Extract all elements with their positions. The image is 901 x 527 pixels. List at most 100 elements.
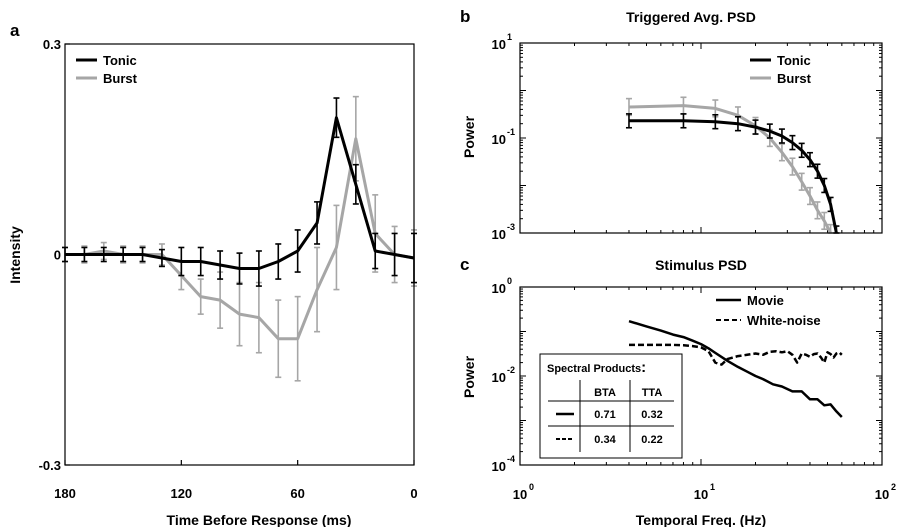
legend-label-tonic: Tonic (103, 53, 137, 68)
error-bar-burst (789, 157, 796, 176)
error-bar-tonic (120, 246, 127, 263)
error-bar-tonic (197, 246, 204, 277)
series-tonic (625, 113, 840, 234)
series-burst (625, 96, 834, 234)
error-bar-tonic (217, 250, 224, 280)
inset-title: Spectral Products: (547, 359, 646, 376)
y-tick-exponent: -3 (507, 222, 515, 232)
legend-label-white-noise: White-noise (747, 313, 821, 328)
y-tick-exponent: -2 (507, 365, 515, 375)
error-bar-burst (806, 186, 813, 206)
error-bar-tonic (275, 243, 282, 280)
error-bar-tonic (806, 151, 813, 168)
error-bar-burst (778, 143, 785, 162)
panel-b-legend: Tonic Burst (750, 53, 812, 86)
inset-col-header-tta: TTA (642, 387, 663, 399)
panel-c-title: Stimulus PSD (655, 257, 747, 273)
spectral-products-table: Spectral Products: BTA TTA 0.71 0.32 0.3… (539, 353, 683, 459)
y-tick-label: 10 (492, 281, 506, 296)
y-tick-label: 0.3 (43, 37, 61, 52)
y-tick-label: 10 (492, 37, 506, 52)
x-tick-label: 10 (513, 487, 527, 502)
x-tick-exponent: 1 (710, 482, 715, 492)
x-tick-label: 60 (290, 486, 304, 501)
panel-c-xlabel: Temporal Freq. (Hz) (636, 512, 766, 527)
x-tick-exponent: 2 (891, 482, 896, 492)
panel-b-letter: b (460, 7, 470, 26)
panel-a-ylabel: Intensity (7, 226, 23, 284)
error-bar-burst (814, 201, 821, 220)
error-bar-tonic (766, 123, 773, 139)
error-bar-burst (314, 246, 321, 333)
error-bar-tonic (314, 201, 321, 245)
inset-col-header-bta: BTA (594, 387, 616, 399)
error-bar-tonic (294, 229, 301, 273)
panel-c: c Stimulus PSD Power Temporal Freq. (Hz)… (460, 255, 896, 527)
error-bar-tonic (372, 232, 379, 270)
error-bar-tonic (391, 232, 398, 277)
panel-b-title: Triggered Avg. PSD (626, 9, 756, 25)
y-tick-label: 10 (492, 459, 506, 474)
panel-a-xlabel: Time Before Response (ms) (167, 512, 352, 527)
legend-label-tonic: Tonic (777, 53, 811, 68)
series-tonic (62, 97, 417, 287)
error-bar-tonic (752, 119, 759, 135)
legend-label-burst: Burst (777, 71, 812, 86)
x-tick-label: 10 (694, 487, 708, 502)
series-white-noise (629, 343, 843, 366)
y-tick-label: 10 (492, 370, 506, 385)
error-bar-burst (333, 204, 340, 291)
error-bar-tonic (333, 97, 340, 139)
x-tick-label: 180 (54, 486, 76, 501)
y-tick-label: 10 (492, 227, 506, 242)
inset-cell: 0.34 (594, 434, 616, 446)
y-tick-label: 0 (54, 248, 61, 263)
error-bar-tonic (625, 113, 632, 129)
panel-c-axes-box (519, 286, 883, 466)
error-bar-tonic (798, 142, 805, 159)
error-bar-tonic (236, 252, 243, 285)
x-tick-label: 120 (170, 486, 192, 501)
series-line-tonic (629, 119, 838, 234)
error-bar-tonic (789, 134, 796, 151)
panel-a-letter: a (10, 21, 20, 40)
x-tick-exponent: 0 (529, 482, 534, 492)
error-bar-burst (275, 299, 282, 379)
error-bar-burst (294, 295, 301, 382)
panel-a-axes-box (64, 43, 415, 466)
panel-c-letter: c (460, 255, 469, 274)
inset-cell: 0.22 (641, 434, 662, 446)
error-bar-tonic (158, 248, 165, 268)
y-tick-label: 10 (492, 132, 506, 147)
y-tick-exponent: -4 (507, 454, 515, 464)
error-bar-tonic (712, 113, 719, 130)
panel-a-legend: Tonic Burst (76, 53, 138, 86)
inset-cell: 0.71 (594, 409, 615, 421)
panel-a: a 180 120 60 0 0.3 0 -0.3 Time Before Response… (7, 21, 418, 527)
y-tick-exponent: 0 (507, 276, 512, 286)
inset-cell: 0.32 (641, 409, 662, 421)
series-line-burst (628, 104, 832, 234)
series-line-movie (628, 320, 843, 418)
error-bar-tonic (81, 246, 88, 263)
error-bar-tonic (178, 246, 185, 277)
error-bar-tonic (814, 163, 821, 179)
error-bar-tonic (139, 246, 146, 263)
legend-label-burst: Burst (103, 71, 138, 86)
error-bar-tonic (734, 115, 741, 132)
x-tick-label: 10 (875, 487, 889, 502)
error-bar-burst (197, 278, 204, 315)
series-line-tonic (65, 116, 415, 270)
error-bar-burst (821, 211, 828, 231)
series-movie (628, 320, 843, 418)
inset-box (539, 353, 683, 459)
y-tick-label: -0.3 (39, 458, 61, 473)
series-line-white-noise (629, 343, 843, 366)
error-bar-tonic (821, 177, 828, 194)
panel-b-ylabel: Power (461, 115, 477, 158)
error-bar-tonic (827, 196, 834, 213)
panel-c-ylabel: Power (461, 355, 477, 398)
error-bar-tonic (255, 250, 262, 287)
legend-label-movie: Movie (747, 293, 784, 308)
